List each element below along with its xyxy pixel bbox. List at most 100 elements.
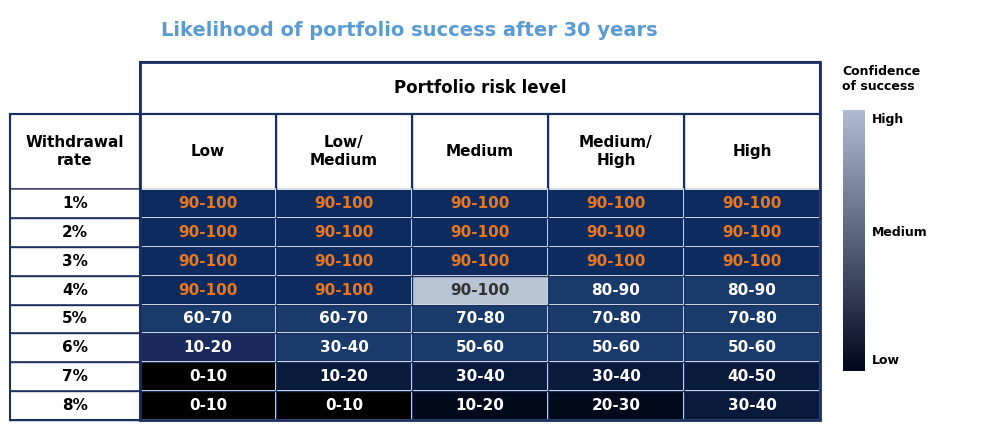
Bar: [843, 292, 865, 294]
Bar: [843, 190, 865, 192]
Bar: [843, 204, 865, 206]
Bar: [843, 166, 865, 167]
Bar: [276, 305, 412, 334]
Bar: [10, 305, 140, 334]
Bar: [843, 319, 865, 321]
Bar: [843, 367, 865, 368]
Bar: [843, 256, 865, 258]
Bar: [843, 329, 865, 331]
Bar: [843, 141, 865, 143]
Bar: [843, 112, 865, 114]
Bar: [412, 276, 548, 305]
Bar: [843, 304, 865, 305]
Bar: [843, 300, 865, 302]
Bar: [843, 111, 865, 112]
Bar: [843, 311, 865, 313]
Bar: [843, 152, 865, 153]
Bar: [10, 334, 140, 362]
Bar: [843, 237, 865, 239]
Bar: [843, 135, 865, 137]
Text: 30-40: 30-40: [728, 398, 776, 413]
Bar: [843, 197, 865, 199]
Bar: [843, 212, 865, 213]
Bar: [843, 184, 865, 186]
Bar: [843, 307, 865, 308]
Text: 90-100: 90-100: [179, 225, 238, 240]
Bar: [276, 276, 412, 305]
Bar: [843, 273, 865, 274]
Text: 90-100: 90-100: [450, 254, 510, 269]
Bar: [843, 335, 865, 337]
Bar: [843, 177, 865, 178]
Text: 90-100: 90-100: [179, 196, 238, 211]
Bar: [843, 271, 865, 272]
Bar: [843, 313, 865, 315]
Text: 0-10: 0-10: [189, 369, 228, 384]
Text: 80-90: 80-90: [728, 282, 776, 298]
Bar: [843, 146, 865, 147]
Bar: [843, 171, 865, 173]
Bar: [276, 362, 412, 391]
Bar: [843, 172, 865, 173]
Bar: [843, 179, 865, 181]
Bar: [843, 110, 865, 112]
Bar: [843, 185, 865, 187]
Bar: [843, 236, 865, 237]
Bar: [843, 226, 865, 227]
Bar: [843, 240, 865, 242]
Bar: [843, 369, 865, 371]
Bar: [843, 138, 865, 139]
Text: 80-90: 80-90: [592, 282, 641, 298]
Bar: [843, 154, 865, 155]
Bar: [843, 279, 865, 280]
Text: High: High: [733, 144, 771, 159]
Bar: [843, 238, 865, 239]
Bar: [843, 348, 865, 349]
Bar: [843, 162, 865, 163]
Bar: [843, 287, 865, 288]
Bar: [843, 295, 865, 296]
Bar: [843, 147, 865, 148]
Bar: [843, 114, 865, 115]
Text: 10-20: 10-20: [184, 340, 233, 355]
Text: Low: Low: [872, 354, 900, 366]
Bar: [140, 305, 276, 334]
Text: Withdrawal
rate: Withdrawal rate: [26, 135, 124, 168]
Bar: [843, 325, 865, 327]
Bar: [843, 187, 865, 189]
Text: 90-100: 90-100: [723, 196, 781, 211]
Bar: [843, 334, 865, 335]
Text: 90-100: 90-100: [450, 282, 510, 298]
Bar: [843, 328, 865, 330]
Bar: [843, 128, 865, 130]
Text: 90-100: 90-100: [450, 196, 510, 211]
Bar: [684, 189, 820, 218]
Bar: [843, 288, 865, 289]
Bar: [843, 301, 865, 302]
Bar: [843, 175, 865, 176]
Bar: [843, 268, 865, 269]
Bar: [843, 159, 865, 160]
Bar: [843, 158, 865, 159]
Bar: [843, 221, 865, 222]
Bar: [843, 170, 865, 171]
Bar: [843, 257, 865, 259]
Bar: [843, 273, 865, 275]
Bar: [843, 276, 865, 277]
Bar: [843, 282, 865, 283]
Bar: [843, 259, 865, 261]
Text: 10-20: 10-20: [455, 398, 504, 413]
Bar: [843, 207, 865, 209]
Bar: [548, 334, 684, 362]
Bar: [412, 218, 548, 247]
Bar: [548, 247, 684, 276]
Bar: [843, 258, 865, 260]
Bar: [843, 225, 865, 226]
Bar: [843, 289, 865, 290]
Bar: [140, 62, 820, 114]
Bar: [843, 358, 865, 359]
Bar: [843, 340, 865, 342]
Bar: [843, 361, 865, 363]
Bar: [10, 247, 140, 276]
Bar: [843, 151, 865, 152]
